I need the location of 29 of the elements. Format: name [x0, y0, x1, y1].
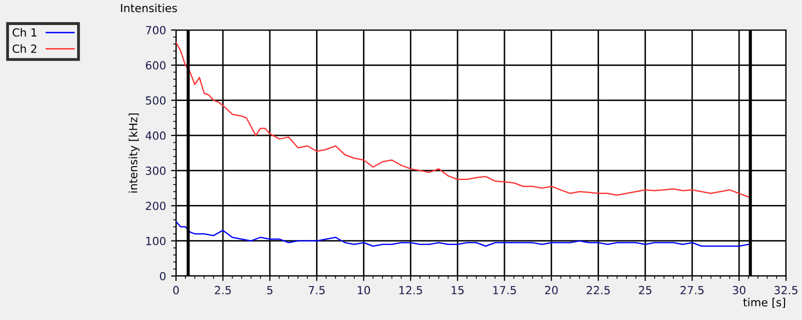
x-tick-label: 27.5	[680, 286, 704, 294]
x-tick-label: 2.5	[214, 286, 231, 294]
line-series	[176, 220, 750, 247]
x-tick-label: 25	[638, 286, 652, 294]
y-axis-title: intensity [kHz]	[128, 113, 140, 192]
x-tick-label: 0	[173, 286, 179, 294]
x-tick-label: 5	[267, 286, 272, 294]
chart-title: Intensities	[121, 4, 177, 12]
y-tick-label: 200	[146, 202, 166, 210]
y-tick-label: 0	[160, 272, 166, 280]
x-axis-title: time [s]	[743, 298, 786, 308]
x-tick-label: 20	[545, 286, 558, 294]
x-tick-label: 10	[358, 286, 370, 294]
x-tick-label: 32.5	[774, 286, 798, 294]
legend-label: Ch 1	[12, 28, 36, 37]
x-tick-label: 7.5	[308, 286, 325, 294]
x-tick-label: 30	[732, 286, 746, 294]
legend-label: Ch 2	[12, 44, 36, 53]
x-tick-label: 15	[452, 286, 464, 294]
x-tick-label: 22.5	[586, 286, 610, 294]
y-tick-label: 600	[146, 61, 166, 70]
y-tick-label: 500	[146, 96, 166, 105]
y-tick-label: 700	[146, 26, 166, 34]
x-tick-label: 17.5	[493, 286, 516, 294]
y-tick-label: 400	[146, 131, 166, 140]
y-tick-label: 300	[146, 166, 166, 175]
x-tick-label: 12.5	[399, 286, 422, 294]
line-series	[176, 42, 750, 198]
y-tick-label: 100	[146, 236, 166, 246]
